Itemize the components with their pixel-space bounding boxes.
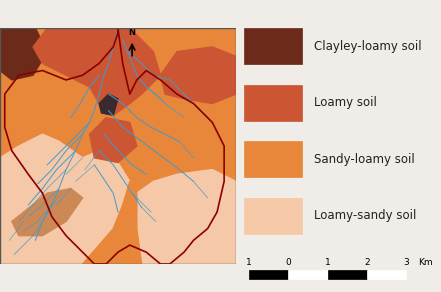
Text: N: N [129, 28, 136, 37]
Text: Loamy soil: Loamy soil [314, 96, 377, 109]
Polygon shape [12, 188, 82, 236]
Bar [367, 270, 406, 279]
Polygon shape [0, 134, 130, 264]
Polygon shape [33, 28, 161, 115]
Text: Loamy-sandy soil: Loamy-sandy soil [314, 209, 416, 222]
Bar [244, 28, 302, 64]
Polygon shape [82, 181, 142, 264]
Text: 1: 1 [325, 258, 330, 267]
Polygon shape [90, 118, 137, 163]
Text: 0: 0 [285, 258, 291, 267]
Text: 2: 2 [364, 258, 370, 267]
Polygon shape [0, 28, 47, 80]
Bar [244, 141, 302, 177]
Bar [288, 270, 328, 279]
Polygon shape [137, 170, 236, 264]
Text: Km: Km [418, 258, 432, 267]
Bar [328, 270, 367, 279]
Polygon shape [99, 94, 118, 115]
Bar [244, 198, 302, 234]
Text: Sandy-loamy soil: Sandy-loamy soil [314, 153, 415, 166]
Text: Clayley-loamy soil: Clayley-loamy soil [314, 40, 422, 53]
Bar [244, 85, 302, 121]
Bar [249, 270, 288, 279]
Text: 1: 1 [246, 258, 252, 267]
Text: 3: 3 [403, 258, 409, 267]
Polygon shape [161, 47, 236, 104]
